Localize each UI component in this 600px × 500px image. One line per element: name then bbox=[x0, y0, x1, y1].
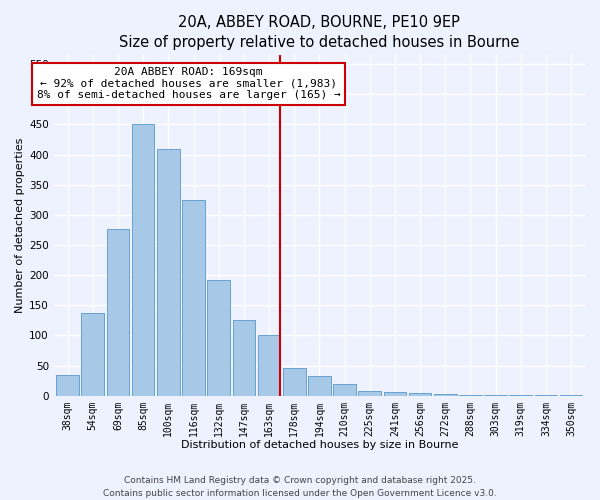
Bar bbox=[409, 392, 431, 396]
Bar bbox=[434, 394, 457, 396]
Bar bbox=[82, 313, 104, 396]
Bar bbox=[459, 394, 482, 396]
Bar bbox=[535, 395, 557, 396]
Bar bbox=[383, 392, 406, 396]
Bar bbox=[56, 374, 79, 396]
X-axis label: Distribution of detached houses by size in Bourne: Distribution of detached houses by size … bbox=[181, 440, 458, 450]
Bar bbox=[484, 395, 507, 396]
Bar bbox=[560, 395, 583, 396]
Text: 20A ABBEY ROAD: 169sqm
← 92% of detached houses are smaller (1,983)
8% of semi-d: 20A ABBEY ROAD: 169sqm ← 92% of detached… bbox=[37, 67, 340, 100]
Bar bbox=[283, 368, 305, 396]
Bar bbox=[258, 336, 280, 396]
Bar bbox=[157, 148, 179, 396]
Y-axis label: Number of detached properties: Number of detached properties bbox=[15, 138, 25, 313]
Bar bbox=[182, 200, 205, 396]
Bar bbox=[358, 391, 381, 396]
Bar bbox=[132, 124, 154, 396]
Bar bbox=[233, 320, 255, 396]
Bar bbox=[509, 395, 532, 396]
Bar bbox=[333, 384, 356, 396]
Bar bbox=[107, 228, 130, 396]
Bar bbox=[308, 376, 331, 396]
Bar bbox=[208, 280, 230, 396]
Text: Contains HM Land Registry data © Crown copyright and database right 2025.
Contai: Contains HM Land Registry data © Crown c… bbox=[103, 476, 497, 498]
Title: 20A, ABBEY ROAD, BOURNE, PE10 9EP
Size of property relative to detached houses i: 20A, ABBEY ROAD, BOURNE, PE10 9EP Size o… bbox=[119, 15, 520, 50]
